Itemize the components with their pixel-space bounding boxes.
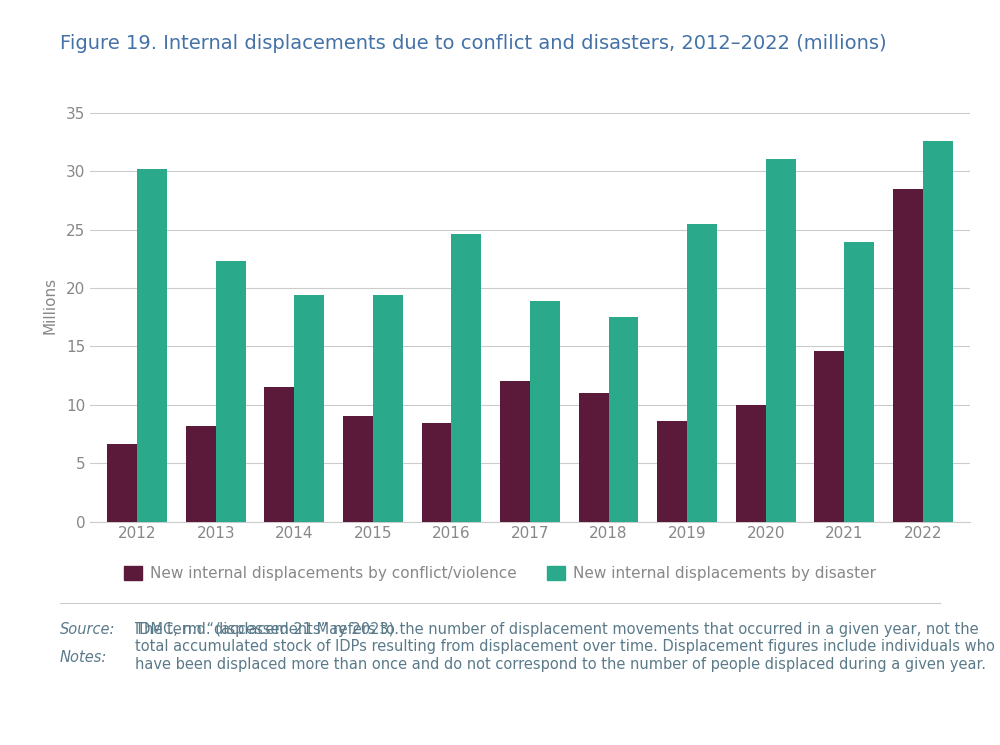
Bar [216, 261, 246, 522]
Bar [814, 351, 844, 522]
Legend: New internal displacements by conflict/violence, New internal displacements by d: New internal displacements by conflict/v… [116, 559, 884, 589]
Text: IDMC, n.d. (accessed 21 May 2023).: IDMC, n.d. (accessed 21 May 2023). [135, 622, 399, 637]
Text: Notes:: Notes: [60, 650, 107, 665]
Bar [736, 405, 766, 522]
Bar [657, 421, 687, 522]
Bar [343, 416, 373, 522]
Bar [186, 425, 216, 522]
Bar [609, 317, 638, 522]
Text: Figure 19. Internal displacements due to conflict and disasters, 2012–2022 (mill: Figure 19. Internal displacements due to… [60, 34, 887, 53]
Bar [422, 423, 451, 522]
Bar [893, 188, 923, 522]
Bar [530, 301, 560, 522]
Bar [373, 295, 403, 522]
Y-axis label: Millions: Millions [42, 277, 57, 334]
Bar [137, 169, 167, 522]
Bar [923, 141, 953, 522]
Bar [579, 393, 609, 522]
Bar [451, 234, 481, 522]
Text: Source:: Source: [60, 622, 115, 637]
Bar [500, 381, 530, 522]
Bar [264, 387, 294, 522]
Bar [687, 224, 717, 522]
Bar [294, 295, 324, 522]
Bar [107, 445, 137, 522]
Bar [844, 242, 874, 522]
Bar [766, 159, 796, 522]
Text: The term “displacements” refers to the number of displacement movements that occ: The term “displacements” refers to the n… [135, 622, 995, 672]
